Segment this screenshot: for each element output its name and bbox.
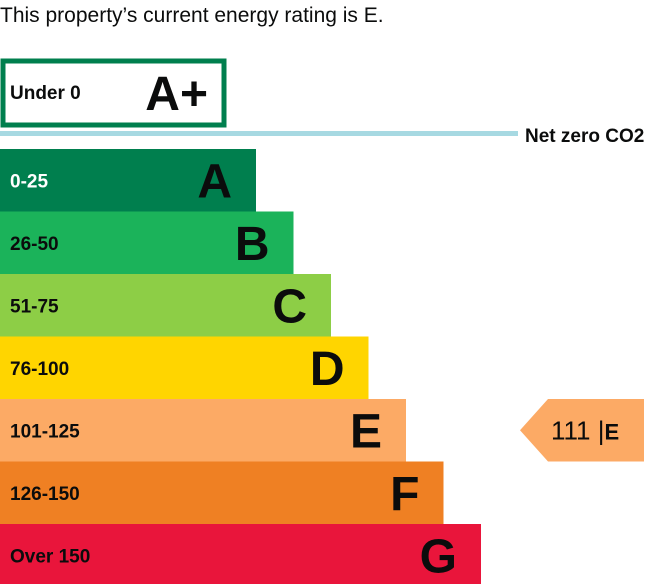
- band-bar-f: [0, 461, 444, 524]
- net-zero-label: Net zero CO2: [525, 126, 644, 147]
- aplus-band-box: [0, 58, 227, 128]
- net-zero-line: [0, 131, 518, 136]
- band-letter-g: G: [420, 530, 457, 583]
- current-rating-letter: E: [605, 419, 620, 444]
- band-bar-d: [0, 336, 369, 399]
- band-range-a: 0-25: [10, 171, 48, 192]
- band-letter-e: E: [350, 405, 382, 458]
- band-range-c: 51-75: [10, 296, 59, 317]
- band-range-f: 126-150: [10, 484, 80, 505]
- band-letter-a: A: [197, 155, 232, 208]
- band-range-e: 101-125: [10, 421, 80, 442]
- band-bar-b: [0, 211, 294, 274]
- band-letter-b: B: [235, 218, 270, 271]
- band-bar-g: [0, 524, 481, 584]
- band-range-g: Over 150: [10, 546, 90, 567]
- current-rating-number: 111 |: [551, 415, 605, 445]
- current-rating-value: 111 |E: [551, 415, 619, 445]
- aplus-band-label: Under 0: [10, 83, 81, 104]
- band-range-b: 26-50: [10, 234, 59, 255]
- aplus-band-letter: A+: [145, 68, 208, 121]
- rating-intro-text: This property’s current energy rating is…: [0, 4, 384, 27]
- band-letter-d: D: [310, 343, 345, 396]
- band-letter-c: C: [272, 280, 307, 333]
- current-rating-arrow: [520, 399, 644, 462]
- band-bar-c: [0, 274, 331, 337]
- band-range-d: 76-100: [10, 359, 69, 380]
- band-letter-f: F: [390, 468, 419, 521]
- band-bar-a: [0, 149, 256, 212]
- band-bar-e: [0, 399, 406, 462]
